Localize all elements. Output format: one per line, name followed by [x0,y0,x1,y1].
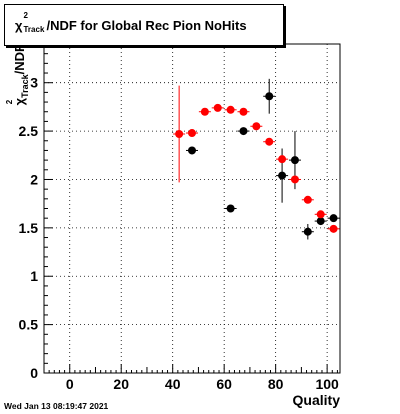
data-point-red [303,195,312,204]
data-point-red [213,103,222,112]
data-point-black [316,217,325,226]
x-axis-title: Quality [293,392,341,408]
x-tick-label: 0 [66,376,74,392]
data-point-red [226,105,235,114]
x-tick-label: 80 [268,376,284,392]
y-tick-label: 2 [30,171,38,187]
data-point-red [239,107,248,116]
y-tick-label: 0.5 [19,317,39,333]
title-chi: χ [15,18,23,33]
x-tick-label: 40 [165,376,181,392]
x-tick-label: 60 [216,376,232,392]
chart-title-box: χ 2 Track/NDF for Global Rec Pion NoHits [4,4,284,46]
data-point-black [188,146,196,155]
y-axis-title: χTrack/NDF [12,44,30,105]
y-tick-label: 1.5 [19,220,39,236]
data-point-red [278,155,287,164]
title-suffix: /NDF for Global Rec Pion NoHits [46,18,247,33]
y-tick-label: 2.5 [19,123,39,139]
data-point-black [239,127,248,136]
data-point-black [278,171,287,180]
data-point-black [290,156,299,165]
y-tick-label: 0 [30,365,38,381]
x-tick-label: 20 [113,376,129,392]
data-point-black [226,204,235,213]
data-point-red [290,175,299,184]
y-axis-title-sup: 2 [5,99,14,104]
title-subscript: Track [23,25,45,34]
data-point-black [303,227,312,236]
chart-title: χ 2 Track/NDF for Global Rec Pion NoHits [15,11,247,34]
data-point-red [252,122,261,131]
y-tick-label: 1 [30,268,38,284]
y-axis-title-sub: Track [20,73,30,98]
data-point-black [265,92,274,101]
data-point-black [329,214,338,223]
plot-frame [43,43,341,374]
y-tick-label: 3 [30,75,38,91]
title-superscript: 2 [23,11,28,20]
data-point-red [316,210,325,219]
data-point-red [188,129,196,138]
data-point-red [329,224,338,233]
data-point-red [200,107,209,116]
timestamp-label: Wed Jan 13 08:19:47 2021 [4,401,109,411]
x-tick-label: 100 [315,376,339,392]
data-point-red [175,129,184,138]
data-point-red [265,137,274,146]
y-axis-title-suffix: /NDF [12,44,27,74]
y-axis-title-chi: χ [12,97,27,105]
